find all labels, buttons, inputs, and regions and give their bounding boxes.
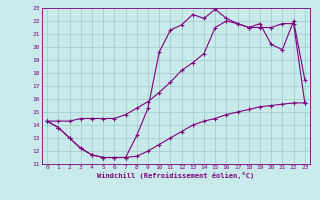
X-axis label: Windchill (Refroidissement éolien,°C): Windchill (Refroidissement éolien,°C)	[97, 172, 255, 179]
